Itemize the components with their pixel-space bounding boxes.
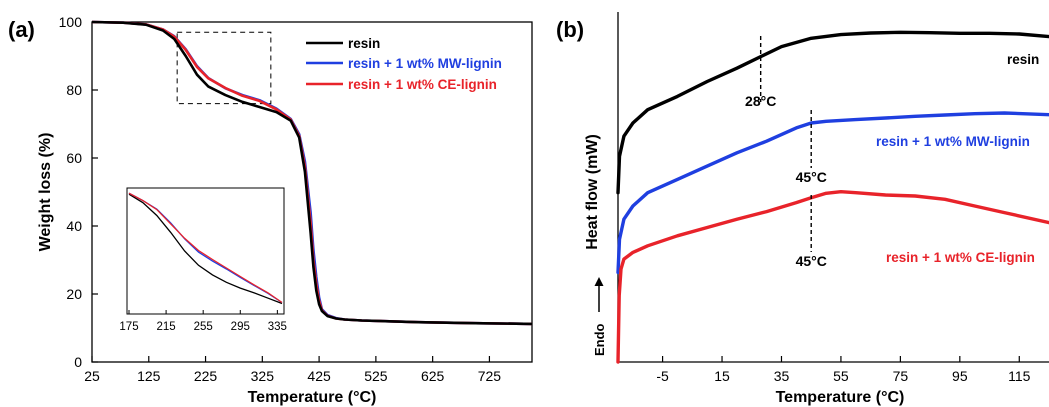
legend-label-ce-lignin: resin + 1 wt% CE-lignin xyxy=(348,77,497,92)
a-x-tick-label: 125 xyxy=(137,368,161,384)
panel-a-x-axis-title: Temperature (°C) xyxy=(248,389,377,406)
b-x-tick-label: -5 xyxy=(656,368,669,384)
panel-a-y-axis-title: Weight loss (%) xyxy=(37,133,54,252)
b-series-line-resin xyxy=(616,30,1049,195)
inset-x-axis: 175 215 255 295 335 xyxy=(119,310,287,333)
endo-arrow-head xyxy=(594,277,604,286)
panel-a-inset: 175 215 255 295 335 xyxy=(119,187,287,333)
a-y-tick-label: 60 xyxy=(66,150,82,166)
endo-indicator: Endo xyxy=(592,277,607,356)
b-annotation-label: 28°C xyxy=(745,93,776,109)
series-label-resin: resin xyxy=(1007,52,1039,67)
legend-label-resin: resin xyxy=(348,36,380,51)
panel-b-series xyxy=(616,30,1049,364)
a-x-tick-label: 725 xyxy=(478,368,502,384)
panel-a-x-axis: 25 125 225 325 425 525 625 725 xyxy=(84,356,501,384)
b-series-line-resin-1-wt-mw-lignin xyxy=(616,111,1049,275)
b-x-tick-label: 15 xyxy=(714,368,730,384)
a-y-tick-label: 40 xyxy=(66,218,82,234)
panel-b-y-axis-title: Heat flow (mW) xyxy=(584,134,601,250)
a-series-line-resin xyxy=(91,20,533,326)
inset-series xyxy=(128,192,283,305)
series-label-mw-lignin: resin + 1 wt% MW-lignin xyxy=(876,134,1030,149)
panel-a: (a) 25 125 225 325 425 525 625 725 0 20 40 60 80 100… xyxy=(8,14,533,406)
b-x-tick-label: 55 xyxy=(833,368,849,384)
inset-x-tick-label: 215 xyxy=(156,321,175,333)
panel-b-x-axis-title: Temperature (°C) xyxy=(776,389,905,406)
panel-b-x-axis: -5 15 35 55 75 95 115 xyxy=(656,356,1031,384)
inset-frame xyxy=(126,187,285,315)
a-x-tick-label: 325 xyxy=(251,368,275,384)
panel-b-annotations: 28°C 45°C 45°C xyxy=(745,36,827,269)
inset-x-tick-label: 295 xyxy=(231,321,250,333)
inset-x-tick-label: 335 xyxy=(268,321,287,333)
b-series-line-resin-1-wt-ce-lignin xyxy=(616,189,1049,364)
b-x-tick-label: 35 xyxy=(774,368,790,384)
a-y-tick-label: 20 xyxy=(66,286,82,302)
panel-b: (b) -5 15 35 55 75 95 115 Temperature (°C) Hea… xyxy=(556,12,1049,406)
inset-x-tick-label: 255 xyxy=(194,321,213,333)
inset-series-line-resin xyxy=(128,193,283,305)
panel-a-plot-frame xyxy=(91,21,533,363)
a-x-tick-label: 425 xyxy=(307,368,331,384)
endo-label: Endo xyxy=(592,323,607,356)
a-y-tick-label: 100 xyxy=(59,14,83,30)
panel-a-zoom-box xyxy=(176,31,272,105)
b-annotation-label: 45°C xyxy=(796,169,827,185)
b-x-tick-label: 95 xyxy=(952,368,968,384)
inset-x-tick-label: 175 xyxy=(119,321,138,333)
panel-a-label: (a) xyxy=(8,17,35,42)
a-y-tick-label: 80 xyxy=(66,82,82,98)
a-x-tick-label: 225 xyxy=(194,368,218,384)
b-x-tick-label: 115 xyxy=(1008,368,1031,384)
legend-label-mw-lignin: resin + 1 wt% MW-lignin xyxy=(348,56,502,71)
panel-a-legend: resin resin + 1 wt% MW-lignin resin + 1 … xyxy=(306,36,502,92)
series-label-ce-lignin: resin + 1 wt% CE-lignin xyxy=(886,250,1035,265)
panel-a-series xyxy=(91,20,533,326)
panel-a-y-axis: 0 20 40 60 80 100 xyxy=(59,14,98,370)
a-x-tick-label: 25 xyxy=(84,368,100,384)
a-x-tick-label: 525 xyxy=(364,368,388,384)
b-x-tick-label: 75 xyxy=(893,368,909,384)
inset-series-line-resin-1-wt-ce-lignin xyxy=(128,192,283,304)
b-annotation-label: 45°C xyxy=(796,253,827,269)
a-y-tick-label: 0 xyxy=(74,354,82,370)
a-x-tick-label: 625 xyxy=(421,368,445,384)
panel-b-label: (b) xyxy=(556,17,584,42)
